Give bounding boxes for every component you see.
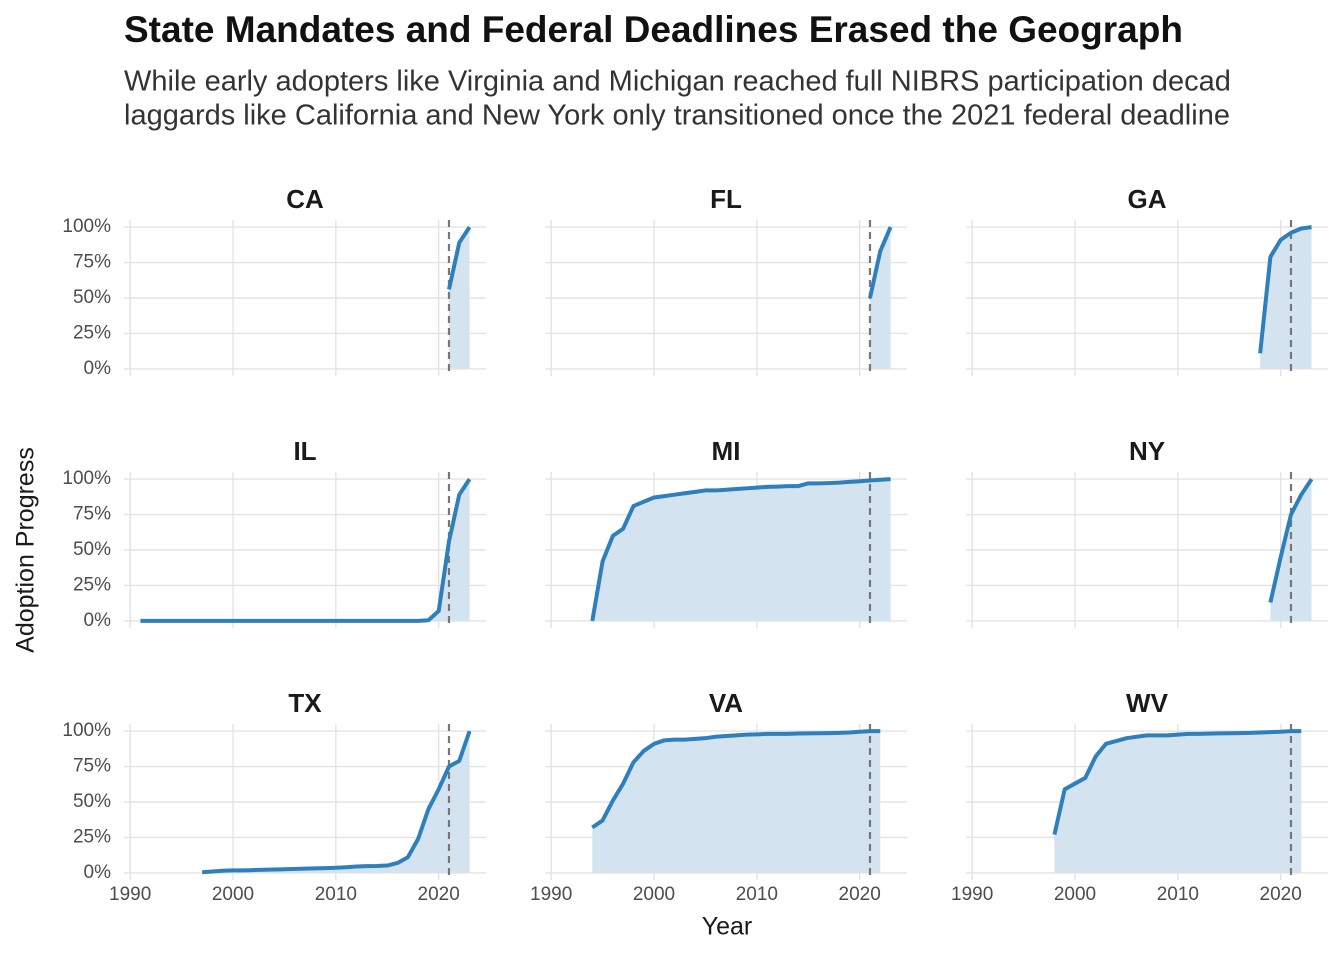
panel-title: GA xyxy=(1128,184,1167,214)
y-tick-label: 25% xyxy=(73,322,111,343)
area xyxy=(448,227,470,369)
line xyxy=(202,730,472,875)
x-tick-label: 2020 xyxy=(418,884,460,905)
y-axis-title: Adoption Progress xyxy=(12,447,40,653)
line xyxy=(1052,729,1302,836)
panel-title: CA xyxy=(286,184,324,214)
y-tick-label: 25% xyxy=(73,826,111,847)
x-tick-label: 2010 xyxy=(315,884,357,905)
x-tick-label: 2010 xyxy=(1157,884,1199,905)
x-tick-label: 1990 xyxy=(530,884,572,905)
x-tick-label: 2000 xyxy=(633,884,675,905)
y-tick-label: 0% xyxy=(84,862,112,883)
x-tick-label: 2020 xyxy=(839,884,881,905)
y-tick-label: 0% xyxy=(84,610,112,631)
panel-title: WV xyxy=(1126,688,1169,718)
y-tick-label: 0% xyxy=(84,358,112,379)
area xyxy=(1054,731,1302,873)
area xyxy=(869,227,891,369)
x-axis-title: Year xyxy=(702,913,753,941)
y-tick-label: 50% xyxy=(73,791,111,812)
panel-title: MI xyxy=(712,436,741,466)
panel-title: VA xyxy=(709,688,743,718)
y-tick-label: 75% xyxy=(73,504,111,525)
panel-title: FL xyxy=(710,184,742,214)
y-tick-label: 100% xyxy=(62,216,111,237)
chart-title: State Mandates and Federal Deadlines Era… xyxy=(124,9,1183,50)
line xyxy=(1258,225,1312,354)
y-tick-label: 75% xyxy=(73,252,111,273)
chart-subtitle: laggards like California and New York on… xyxy=(124,100,1230,132)
line xyxy=(868,226,893,299)
line xyxy=(140,477,472,623)
x-tick-label: 2000 xyxy=(212,884,254,905)
x-tick-label: 2000 xyxy=(1054,884,1096,905)
y-tick-label: 50% xyxy=(73,539,111,560)
area xyxy=(202,731,470,873)
x-tick-label: 2020 xyxy=(1260,884,1302,905)
panel-title: NY xyxy=(1129,436,1165,466)
x-tick-label: 1990 xyxy=(951,884,993,905)
chart-subtitle: While early adopters like Virginia and M… xyxy=(124,66,1231,98)
x-tick-label: 1990 xyxy=(109,884,151,905)
line xyxy=(1268,477,1314,603)
y-tick-label: 50% xyxy=(73,287,111,308)
y-tick-label: 100% xyxy=(62,720,111,741)
area xyxy=(1260,227,1312,369)
line xyxy=(591,729,881,830)
panel-title: TX xyxy=(288,688,322,718)
area xyxy=(592,479,891,621)
line xyxy=(447,225,472,290)
line xyxy=(590,477,891,622)
area xyxy=(592,731,881,873)
panel-title: IL xyxy=(293,436,316,466)
y-tick-label: 75% xyxy=(73,756,111,777)
x-tick-label: 2010 xyxy=(736,884,778,905)
y-tick-label: 100% xyxy=(62,468,111,489)
y-tick-label: 25% xyxy=(73,574,111,595)
